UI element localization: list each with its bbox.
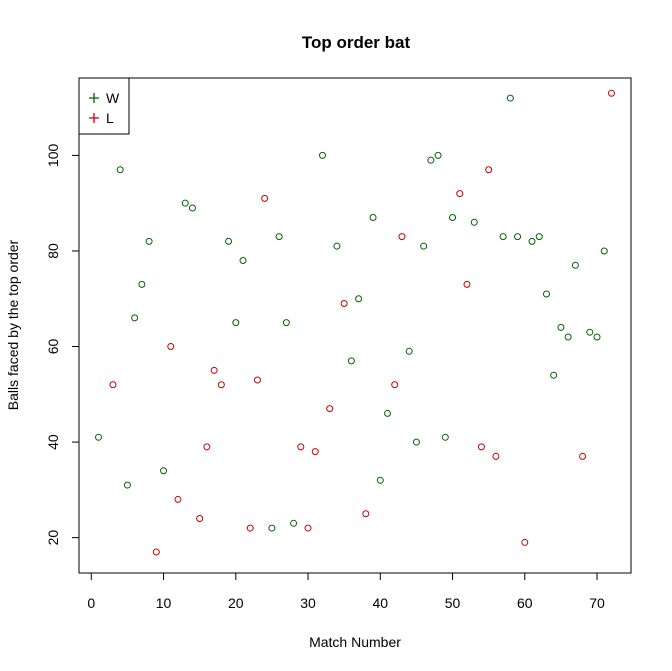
data-point-w xyxy=(449,214,457,222)
data-point-l xyxy=(492,452,500,460)
y-tick-label: 40 xyxy=(45,434,61,450)
data-point-l xyxy=(477,443,485,451)
data-point-l xyxy=(311,448,319,456)
data-point-l xyxy=(362,510,370,518)
data-point-l xyxy=(196,515,204,523)
data-point-w xyxy=(405,347,413,355)
data-point-l xyxy=(297,443,305,451)
data-point-w xyxy=(600,247,608,255)
data-point-w xyxy=(181,199,189,207)
data-point-w xyxy=(275,233,283,241)
data-point-w xyxy=(412,438,420,446)
data-point-w xyxy=(318,151,326,159)
data-point-w xyxy=(441,433,449,441)
data-point-l xyxy=(109,381,117,389)
data-point-w xyxy=(138,280,146,288)
data-point-l xyxy=(304,524,312,532)
data-point-w xyxy=(470,218,478,226)
x-tick-label: 30 xyxy=(300,595,316,611)
x-tick-label: 60 xyxy=(517,595,533,611)
data-point-l xyxy=(253,376,261,384)
data-point-l xyxy=(246,524,254,532)
data-point-w xyxy=(239,257,247,265)
data-point-w xyxy=(347,357,355,365)
data-point-w xyxy=(384,409,392,417)
y-axis: 20 40 60 80 100 xyxy=(45,144,80,546)
data-point-w xyxy=(160,467,168,475)
data-point-w xyxy=(369,214,377,222)
x-tick-label: 40 xyxy=(372,595,388,611)
data-point-l xyxy=(167,343,175,351)
data-point-w xyxy=(232,319,240,327)
data-point-l xyxy=(463,280,471,288)
data-point-l xyxy=(521,538,529,546)
data-point-w xyxy=(188,204,196,212)
chart-title: Top order bat xyxy=(302,33,411,52)
data-point-l xyxy=(340,300,348,308)
data-point-w xyxy=(333,242,341,250)
x-tick-label: 70 xyxy=(589,595,605,611)
data-point-l xyxy=(579,452,587,460)
data-point-w xyxy=(95,433,103,441)
data-point-l xyxy=(607,89,615,97)
y-tick-label: 100 xyxy=(45,144,61,168)
data-point-w xyxy=(542,290,550,298)
y-tick-label: 80 xyxy=(45,243,61,259)
data-point-l xyxy=(174,495,182,503)
x-axis-label: Match Number xyxy=(309,634,401,650)
data-point-l xyxy=(217,381,225,389)
data-point-w xyxy=(420,242,428,250)
data-point-l xyxy=(261,194,269,202)
data-point-w xyxy=(564,333,572,341)
data-point-w xyxy=(225,237,233,245)
data-point-w xyxy=(571,261,579,269)
data-point-w xyxy=(268,524,276,532)
legend-label-w: W xyxy=(106,90,120,106)
x-axis: 0 10 20 30 40 50 60 70 xyxy=(87,572,605,611)
data-point-l xyxy=(391,381,399,389)
legend-label-l: L xyxy=(106,110,114,126)
y-axis-label: Balls faced by the top order xyxy=(5,239,21,410)
data-point-l xyxy=(326,405,334,413)
x-tick-label: 0 xyxy=(87,595,95,611)
data-point-w xyxy=(145,237,153,245)
data-point-l xyxy=(485,166,493,174)
data-point-w xyxy=(427,156,435,164)
data-point-w xyxy=(282,319,290,327)
x-tick-label: 20 xyxy=(228,595,244,611)
data-point-w xyxy=(355,295,363,303)
data-point-l xyxy=(456,190,464,198)
data-point-l xyxy=(210,366,218,374)
data-point-w xyxy=(434,151,442,159)
y-tick-label: 60 xyxy=(45,339,61,355)
data-point-w xyxy=(376,476,384,484)
data-point-w xyxy=(514,233,522,241)
data-point-w xyxy=(528,237,536,245)
data-point-l xyxy=(398,233,406,241)
data-point-w xyxy=(506,94,514,102)
data-point-w xyxy=(550,371,558,379)
data-point-w xyxy=(116,166,124,174)
data-point-w xyxy=(499,233,507,241)
data-point-w xyxy=(557,323,565,331)
data-point-l xyxy=(203,443,211,451)
data-point-l xyxy=(152,548,160,556)
data-point-w xyxy=(290,519,298,527)
x-tick-label: 50 xyxy=(445,595,461,611)
data-point-w xyxy=(593,333,601,341)
data-point-w xyxy=(131,314,139,322)
legend-box xyxy=(78,77,130,135)
data-points xyxy=(95,89,615,556)
y-tick-label: 20 xyxy=(45,530,61,546)
x-tick-label: 10 xyxy=(156,595,172,611)
legend: WL xyxy=(78,77,130,135)
legend-marker-w xyxy=(89,93,99,103)
plot-area-border xyxy=(78,77,632,574)
data-point-w xyxy=(123,481,131,489)
data-point-w xyxy=(586,328,594,336)
data-point-w xyxy=(535,233,543,241)
legend-marker-l xyxy=(89,113,99,123)
